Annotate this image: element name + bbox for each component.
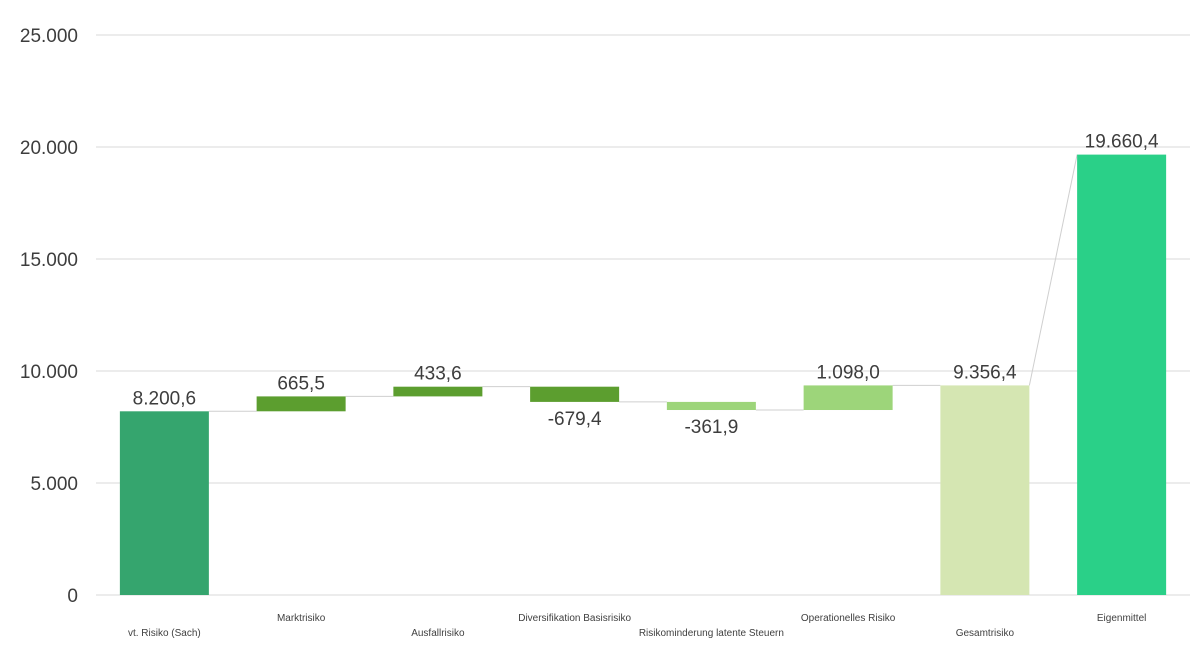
- bar: [666, 401, 756, 411]
- data-label: 19.660,4: [1085, 132, 1159, 153]
- y-tick-label: 20.000: [20, 138, 78, 159]
- bar: [803, 385, 893, 411]
- bar: [119, 411, 209, 595]
- bar: [256, 396, 346, 412]
- bar: [530, 386, 620, 402]
- category-label: Gesamtrisiko: [956, 628, 1015, 639]
- data-label: -361,9: [684, 417, 738, 438]
- data-label: 433,6: [414, 364, 462, 385]
- data-label: 665,5: [277, 373, 325, 394]
- connector-lines: [208, 154, 1078, 412]
- x-axis-category-labels: vt. Risiko (Sach) Marktrisiko Ausfallrisik…: [128, 613, 1146, 639]
- connector-line: [1028, 154, 1078, 386]
- data-label: 1.098,0: [816, 362, 879, 383]
- y-tick-label: 15.000: [20, 250, 78, 271]
- category-label: Diversifikation Basisrisiko: [518, 613, 631, 624]
- data-label: 9.356,4: [953, 362, 1017, 383]
- data-labels: 8.200,6 665,5 433,6 -679,4 -361,9 1.098,0 9.35…: [133, 132, 1159, 438]
- bar: [393, 386, 483, 397]
- bar: [1077, 154, 1167, 595]
- y-tick-label: 25.000: [20, 26, 78, 47]
- category-label: Risikominderung latente Steuern: [639, 628, 784, 639]
- category-label: Ausfallrisiko: [411, 628, 465, 639]
- category-label: Eigenmittel: [1097, 613, 1146, 624]
- bars: [119, 154, 1167, 595]
- y-tick-label: 5.000: [30, 474, 78, 495]
- y-tick-label: 0: [67, 586, 78, 607]
- y-axis-tick-labels: 0 5.000 10.000 15.000 20.000 25.000: [20, 26, 78, 607]
- bar: [940, 385, 1030, 595]
- category-label: Operationelles Risiko: [801, 613, 896, 624]
- y-tick-label: 10.000: [20, 362, 78, 383]
- data-label: -679,4: [548, 409, 602, 430]
- category-label: Marktrisiko: [277, 613, 326, 624]
- category-label: vt. Risiko (Sach): [128, 628, 201, 639]
- data-label: 8.200,6: [133, 388, 196, 409]
